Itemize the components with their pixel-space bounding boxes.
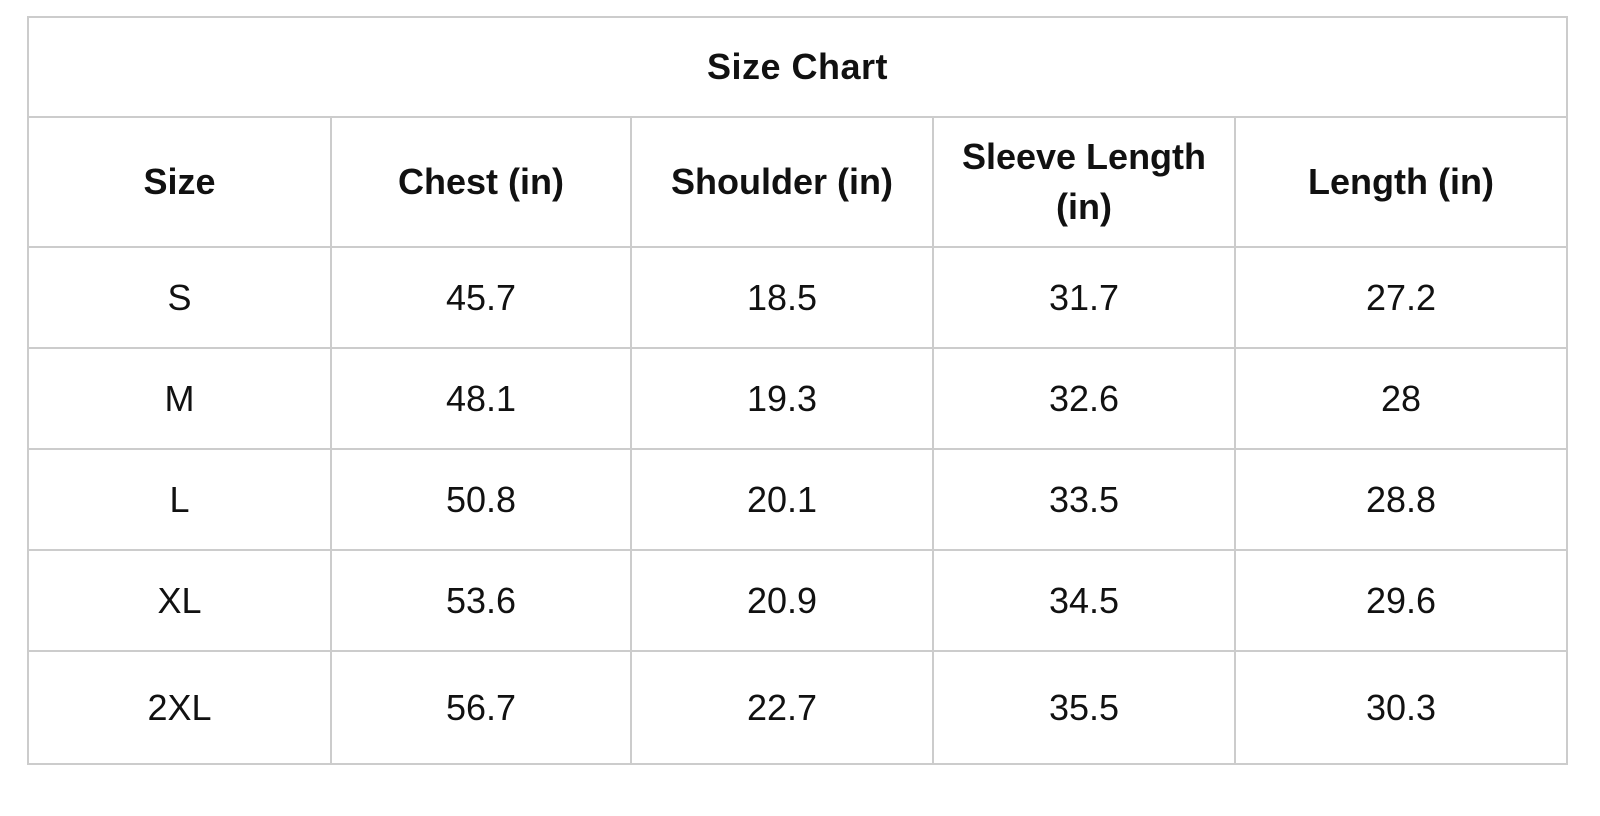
table-row-m: M 48.1 19.3 32.6 28 bbox=[27, 347, 1568, 450]
cell-length: 30.3 bbox=[1234, 650, 1568, 765]
cell-length: 29.6 bbox=[1234, 549, 1568, 652]
cell-length: 28 bbox=[1234, 347, 1568, 450]
cell-sleeve-length: 35.5 bbox=[932, 650, 1236, 765]
table-row-l: L 50.8 20.1 33.5 28.8 bbox=[27, 448, 1568, 551]
cell-shoulder: 20.9 bbox=[630, 549, 934, 652]
size-chart-table: Size Chart Size Chest (in) Shoulder (in)… bbox=[27, 16, 1568, 765]
table-row-xl: XL 53.6 20.9 34.5 29.6 bbox=[27, 549, 1568, 652]
cell-chest: 50.8 bbox=[330, 448, 632, 551]
cell-chest: 45.7 bbox=[330, 246, 632, 349]
header-row: Size Chest (in) Shoulder (in) Sleeve Len… bbox=[27, 116, 1568, 248]
column-header-size: Size bbox=[27, 116, 332, 248]
cell-shoulder: 18.5 bbox=[630, 246, 934, 349]
cell-length: 28.8 bbox=[1234, 448, 1568, 551]
cell-sleeve-length: 34.5 bbox=[932, 549, 1236, 652]
column-header-length: Length (in) bbox=[1234, 116, 1568, 248]
cell-size: 2XL bbox=[27, 650, 332, 765]
cell-chest: 56.7 bbox=[330, 650, 632, 765]
cell-sleeve-length: 32.6 bbox=[932, 347, 1236, 450]
title-row: Size Chart bbox=[27, 16, 1568, 118]
cell-shoulder: 19.3 bbox=[630, 347, 934, 450]
column-header-sleeve-length: Sleeve Length (in) bbox=[932, 116, 1236, 248]
cell-sleeve-length: 33.5 bbox=[932, 448, 1236, 551]
chart-title: Size Chart bbox=[27, 16, 1568, 118]
column-header-chest: Chest (in) bbox=[330, 116, 632, 248]
cell-size: S bbox=[27, 246, 332, 349]
cell-length: 27.2 bbox=[1234, 246, 1568, 349]
column-header-shoulder: Shoulder (in) bbox=[630, 116, 934, 248]
cell-shoulder: 22.7 bbox=[630, 650, 934, 765]
cell-shoulder: 20.1 bbox=[630, 448, 934, 551]
cell-size: M bbox=[27, 347, 332, 450]
cell-sleeve-length: 31.7 bbox=[932, 246, 1236, 349]
table-row-2xl: 2XL 56.7 22.7 35.5 30.3 bbox=[27, 650, 1568, 765]
cell-chest: 53.6 bbox=[330, 549, 632, 652]
cell-chest: 48.1 bbox=[330, 347, 632, 450]
cell-size: L bbox=[27, 448, 332, 551]
table-row-s: S 45.7 18.5 31.7 27.2 bbox=[27, 246, 1568, 349]
cell-size: XL bbox=[27, 549, 332, 652]
